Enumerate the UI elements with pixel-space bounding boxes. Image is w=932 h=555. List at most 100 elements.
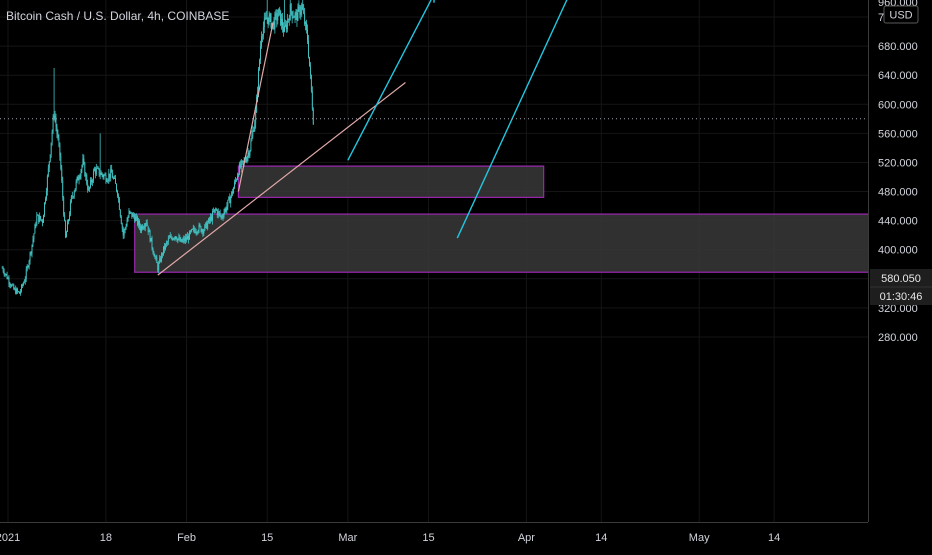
- candle-body: [160, 258, 162, 262]
- candle-body: [40, 215, 42, 220]
- support-zones[interactable]: [134, 165, 871, 273]
- candle-body: [292, 16, 294, 18]
- time-scale[interactable]: 2021 18 Feb 15 Mar 15 Apr 14 May 14: [0, 522, 932, 550]
- candle-body: [249, 150, 251, 156]
- candle-body: [70, 195, 72, 202]
- candle-body: [17, 288, 19, 292]
- candle-body: [275, 13, 277, 15]
- candle-body: [216, 210, 218, 216]
- candle-body: [39, 215, 41, 222]
- candle-body: [148, 230, 150, 233]
- candle-body: [74, 188, 76, 193]
- price-tick-label: 480.000: [878, 187, 918, 199]
- candle-body: [180, 239, 182, 242]
- candle-body: [306, 22, 308, 30]
- time-tick-label: Mar: [338, 532, 357, 544]
- candle-body: [305, 22, 307, 25]
- trendline-2[interactable]: [237, 22, 274, 192]
- candle-body: [59, 142, 61, 156]
- candle-body: [295, 12, 297, 14]
- candle-body: [260, 36, 262, 47]
- candle-body: [145, 222, 147, 224]
- candle-body: [30, 252, 32, 254]
- candle-body: [150, 237, 152, 242]
- candle-body: [221, 216, 223, 218]
- candle-body: [98, 168, 100, 176]
- price-tick-label: 520.000: [878, 157, 918, 169]
- candle-body: [154, 256, 156, 258]
- candle-body: [279, 8, 281, 11]
- candle-body: [245, 161, 247, 163]
- candle-body: [67, 221, 68, 232]
- candle-body: [223, 212, 225, 217]
- time-tick-label: 18: [100, 532, 112, 544]
- candle-body: [253, 130, 255, 132]
- candle-body: [27, 266, 29, 268]
- candle-body: [158, 262, 160, 271]
- candle-body: [175, 236, 177, 239]
- arrow-1[interactable]: [347, 0, 435, 161]
- candle-body: [289, 4, 291, 21]
- candle-body: [63, 197, 65, 215]
- candle-body: [78, 178, 80, 181]
- candle-body: [54, 115, 56, 119]
- candle-body: [262, 27, 264, 36]
- candle-body: [265, 17, 267, 20]
- candle-body: [141, 225, 143, 229]
- price-tick-label: 640.000: [878, 70, 918, 82]
- candle-body: [177, 238, 179, 241]
- candle-body: [5, 273, 7, 275]
- candle-body: [213, 209, 215, 212]
- candle-body: [266, 17, 268, 20]
- candle-body: [296, 12, 298, 21]
- candle-body: [184, 238, 186, 242]
- drawings[interactable]: [157, 0, 584, 276]
- trendline-1[interactable]: [157, 82, 406, 276]
- arrow-2[interactable]: [456, 0, 584, 239]
- candle-body: [101, 172, 103, 175]
- candle-body: [282, 18, 284, 28]
- candle-body: [7, 278, 9, 280]
- candle-body: [96, 168, 98, 169]
- candle-body: [252, 130, 254, 136]
- candle-body: [193, 228, 195, 231]
- currency-badge[interactable]: [883, 5, 919, 24]
- candle-body: [312, 109, 314, 125]
- candle-body: [227, 199, 229, 207]
- candle-body: [51, 131, 53, 143]
- candle-body: [179, 237, 181, 242]
- time-tick-label: 14: [595, 532, 607, 544]
- candle-body: [31, 244, 33, 254]
- support-zone-1[interactable]: [237, 165, 545, 198]
- candle-body: [29, 252, 31, 262]
- candle-body: [135, 217, 137, 222]
- candle-body: [136, 216, 138, 218]
- candle-body: [181, 239, 183, 242]
- candle-body: [186, 237, 188, 240]
- candle-body: [310, 74, 312, 92]
- price-tick-label: 400.000: [878, 245, 918, 257]
- candle-body: [77, 176, 79, 181]
- candle-body: [33, 233, 35, 240]
- candle-body: [254, 123, 256, 132]
- chart-title: Bitcoin Cash / U.S. Dollar, 4h, COINBASE: [6, 9, 229, 23]
- candle-body: [48, 161, 50, 168]
- candle-body: [294, 13, 296, 18]
- support-zone-2[interactable]: [134, 213, 871, 273]
- candle-body: [250, 140, 252, 151]
- candle-body: [196, 232, 198, 233]
- candle-body: [143, 227, 145, 229]
- candle-body: [226, 206, 228, 211]
- candle-body: [301, 4, 303, 12]
- candle-body: [41, 219, 43, 221]
- candle-body: [307, 29, 308, 41]
- candle-body: [76, 176, 78, 182]
- candle-body: [25, 269, 27, 279]
- candle-body: [91, 179, 92, 183]
- price-scale[interactable]: 920.000880.000840.000800.000760.000720.0…: [868, 0, 932, 522]
- candle-body: [16, 288, 18, 294]
- candle-body: [120, 216, 122, 224]
